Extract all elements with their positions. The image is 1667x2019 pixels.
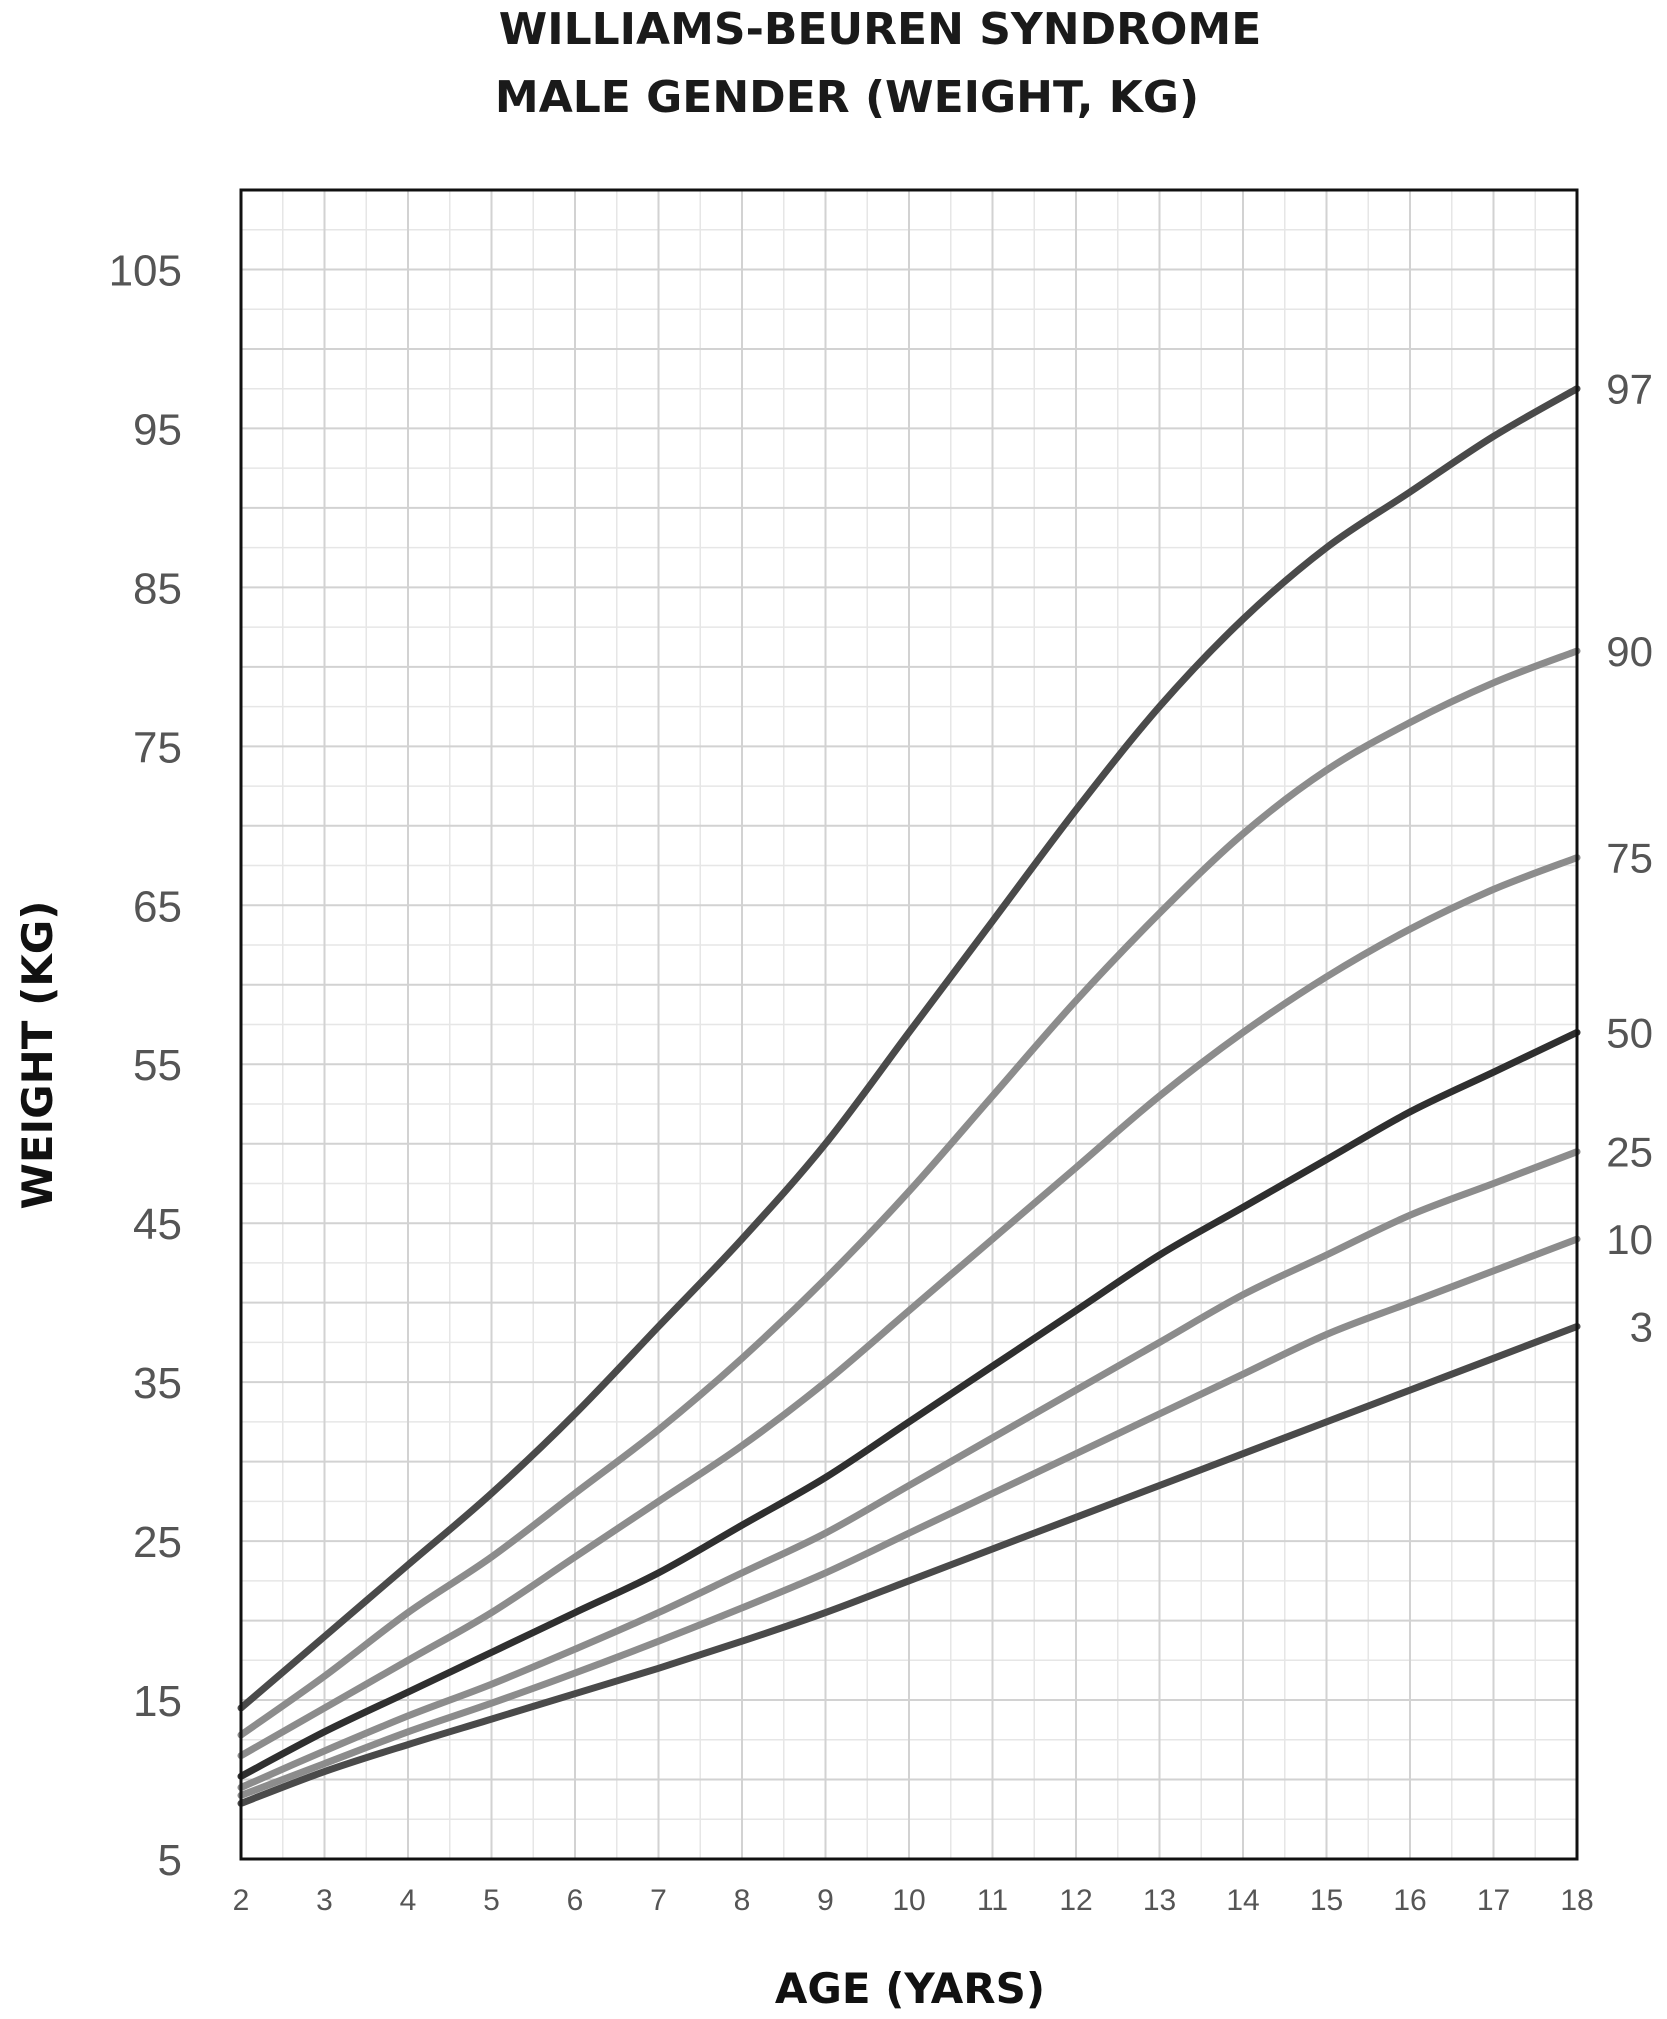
chart-title-line-1: WILLIAMS-BEUREN SYNDROME	[499, 4, 1262, 55]
series-label-p3: 3	[1630, 1304, 1653, 1351]
series-label-p90: 90	[1606, 628, 1653, 675]
y-tick-label: 35	[133, 1359, 182, 1408]
series-label-p75: 75	[1606, 835, 1653, 882]
y-tick-label: 105	[109, 246, 182, 295]
x-tick-label: 4	[400, 1884, 417, 1917]
y-tick-label: 95	[133, 405, 182, 454]
x-tick-labels: 2 3 4 5 6 7 8 9 10 11 12 13 14 15 16 17 18	[233, 1884, 1594, 1917]
series-label-p50: 50	[1606, 1009, 1653, 1056]
series-lines	[237, 385, 1581, 1807]
y-tick-labels: 5 15 25 35 45 55 65 75 85 95 105	[109, 246, 182, 1885]
x-axis-title: AGE (YARS)	[775, 1964, 1045, 2013]
x-tick-label: 10	[892, 1884, 925, 1917]
x-tick-label: 5	[483, 1884, 500, 1917]
x-tick-label: 12	[1059, 1884, 1092, 1917]
series-line-p75	[237, 854, 1581, 1760]
y-tick-label: 5	[158, 1836, 182, 1885]
x-tick-label: 14	[1226, 1884, 1259, 1917]
y-axis-title: WEIGHT (KG)	[13, 901, 62, 1210]
series-labels: 97 90 75 50 25 10 3	[1606, 366, 1653, 1351]
series-line-p3	[237, 1323, 1581, 1807]
x-tick-label: 18	[1560, 1884, 1593, 1917]
y-tick-label: 55	[133, 1041, 182, 1090]
x-tick-label: 6	[567, 1884, 584, 1917]
series-line-p10	[237, 1235, 1581, 1799]
y-tick-label: 15	[133, 1677, 182, 1726]
chart-title-line-2: MALE GENDER (WEIGHT, KG)	[495, 72, 1199, 123]
y-tick-label: 75	[133, 723, 182, 772]
series-label-p10: 10	[1606, 1216, 1653, 1263]
x-tick-label: 8	[734, 1884, 751, 1917]
x-tick-label: 3	[316, 1884, 333, 1917]
y-tick-label: 25	[133, 1518, 182, 1567]
plot-frame	[239, 188, 1579, 1861]
x-tick-label: 2	[233, 1884, 250, 1917]
x-tick-label: 17	[1477, 1884, 1510, 1917]
x-tick-label: 13	[1143, 1884, 1176, 1917]
x-tick-label: 9	[817, 1884, 834, 1917]
x-tick-label: 15	[1310, 1884, 1343, 1917]
series-line-p25	[237, 1148, 1581, 1791]
series-line-p97	[237, 385, 1581, 1712]
x-tick-label: 11	[977, 1884, 1008, 1917]
y-tick-label: 85	[133, 564, 182, 613]
x-tick-label: 16	[1393, 1884, 1426, 1917]
x-tick-label: 7	[650, 1884, 667, 1917]
series-line-p50	[237, 1028, 1581, 1780]
y-tick-label: 45	[133, 1200, 182, 1249]
y-tick-label: 65	[133, 882, 182, 931]
series-line-p90	[237, 647, 1581, 1739]
series-label-p97: 97	[1606, 366, 1653, 413]
series-label-p25: 25	[1606, 1129, 1653, 1176]
